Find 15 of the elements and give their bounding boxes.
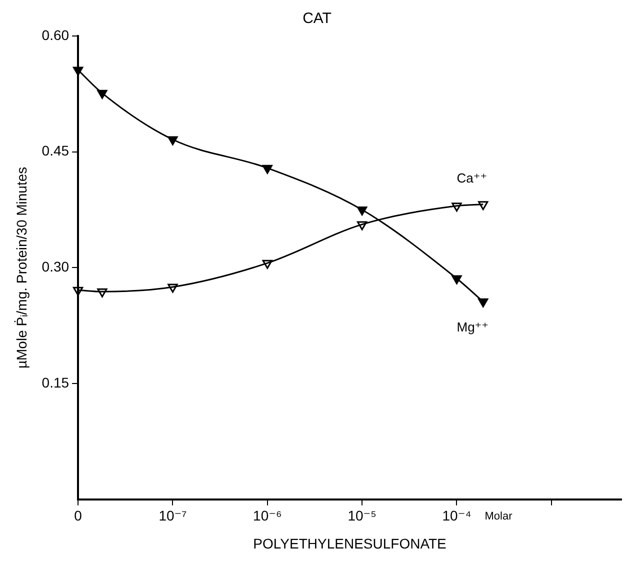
x-axis-title: POLYETHYLENESULFONATE [253, 535, 446, 552]
y-tick-label: 0.15 [42, 374, 70, 390]
x-tick-label: 10⁻⁶ [253, 508, 282, 524]
series-label: Ca⁺⁺ [456, 170, 488, 186]
x-tick-label: 10⁻⁴ [442, 508, 472, 524]
x-tick-label: 10⁻⁵ [348, 508, 376, 524]
series-label: Mg⁺⁺ [456, 320, 489, 335]
y-tick-label: 0.30 [42, 258, 70, 275]
y-tick-label: 0.60 [42, 26, 70, 43]
x-tick-label: 0 [74, 508, 82, 524]
chart-title: CAT [302, 10, 332, 28]
y-tick-label: 0.45 [42, 142, 70, 159]
text: Molar [484, 510, 513, 522]
y-axis-title: µMole Ṗᵢ/mg. Protein/30 Minutes [13, 166, 30, 369]
x-tick-label: 10⁻⁷ [158, 508, 187, 524]
